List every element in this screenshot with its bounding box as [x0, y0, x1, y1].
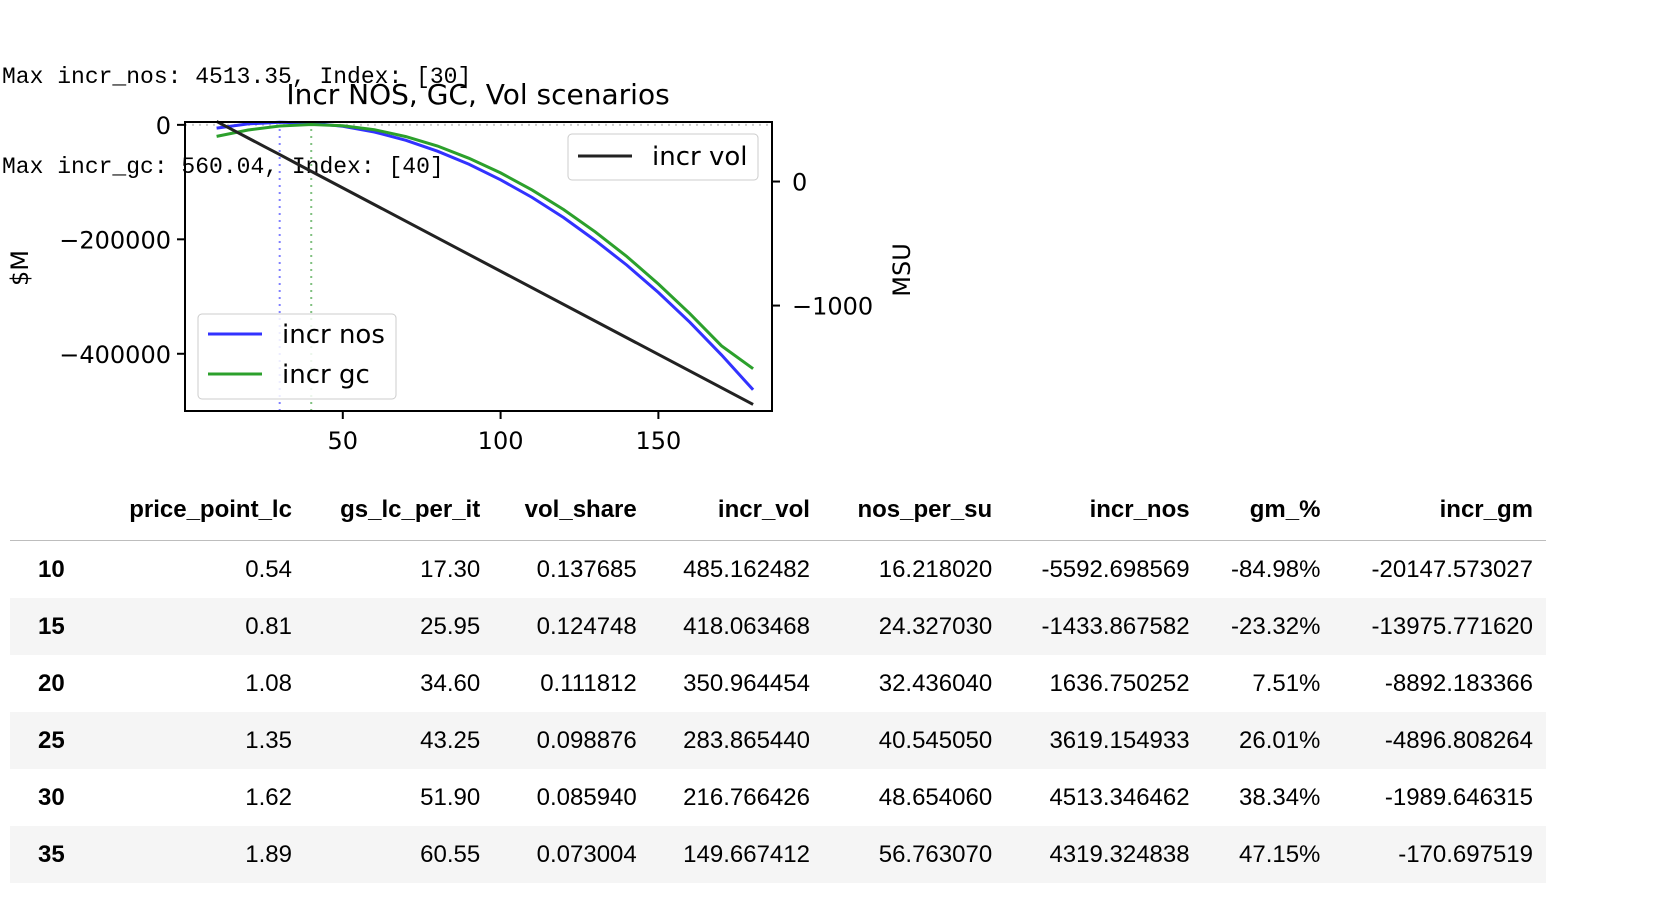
- cell-gs-lc-per-it: 17.30: [420, 555, 481, 583]
- y2-tick-label: −1000: [792, 293, 873, 321]
- series-line-incr-vol: [215, 120, 754, 406]
- x-tick-label: 150: [635, 427, 681, 455]
- table-row: 10 0.54 17.30 0.137685 485.162482 16.218…: [10, 541, 1546, 599]
- legend-left: incr nos incr gc: [197, 313, 397, 400]
- cell-gm-pct: 26.01%: [1239, 726, 1321, 754]
- cell-incr-vol: 216.766426: [683, 783, 810, 811]
- cell-vol-share: 0.124748: [536, 612, 637, 640]
- cell-incr-nos: 1636.750252: [1049, 669, 1190, 697]
- cell-vol-share: 0.085940: [536, 783, 637, 811]
- y2-axis-label: MSU: [888, 243, 916, 297]
- cell-incr-nos: 4513.346462: [1049, 783, 1190, 811]
- cell-incr-nos: -5592.698569: [1041, 555, 1190, 583]
- y2-tick-label: 0: [792, 169, 807, 197]
- series-line-incr-gc: [216, 122, 754, 370]
- cell-incr-gm: -13975.771620: [1371, 612, 1533, 640]
- output-line: Max incr_nos: 4513.35, Index: [30]: [2, 64, 472, 90]
- plot-frame: [184, 121, 773, 412]
- cell-nos-per-su: 56.763070: [878, 840, 993, 868]
- table-row: 15 0.81 25.95 0.124748 418.063468 24.327…: [10, 598, 1546, 655]
- x-tick-label: 100: [478, 427, 524, 455]
- cell-gm-pct: 38.34%: [1239, 783, 1321, 811]
- cell-price-point-lc: 1.89: [245, 840, 292, 868]
- y-tick-label: −200000: [59, 226, 171, 254]
- cell-vol-share: 0.137685: [536, 555, 637, 583]
- cell-gm-pct: -84.98%: [1231, 555, 1321, 583]
- dataframe-table: price_point_lc gs_lc_per_it vol_share in…: [10, 480, 1546, 883]
- table-row: 30 1.62 51.90 0.085940 216.766426 48.654…: [10, 769, 1546, 826]
- cell-incr-gm: -4896.808264: [1384, 726, 1533, 754]
- table-row: 20 1.08 34.60 0.111812 350.964454 32.436…: [10, 655, 1546, 712]
- row-index: 25: [38, 726, 65, 754]
- cell-incr-gm: -8892.183366: [1384, 669, 1533, 697]
- cell-incr-gm: -170.697519: [1398, 840, 1533, 868]
- cell-price-point-lc: 0.81: [245, 612, 292, 640]
- line-chart: Incr NOS, GC, Vol scenarios $M MSU 50 100…: [6, 78, 916, 455]
- column-header-index: [10, 480, 91, 541]
- cell-gs-lc-per-it: 34.60: [420, 669, 481, 697]
- cell-vol-share: 0.073004: [536, 840, 637, 868]
- column-header-incr-nos: incr_nos: [1005, 480, 1203, 541]
- cell-incr-gm: -1989.646315: [1384, 783, 1533, 811]
- legend-label-incr-gc: incr gc: [282, 360, 370, 390]
- cell-nos-per-su: 16.218020: [878, 555, 993, 583]
- cell-incr-vol: 350.964454: [683, 669, 810, 697]
- column-header-incr-vol: incr_vol: [649, 480, 823, 541]
- legend-label-incr-nos: incr nos: [282, 320, 385, 350]
- cell-nos-per-su: 32.436040: [878, 669, 993, 697]
- cell-incr-nos: 4319.324838: [1049, 840, 1190, 868]
- cell-price-point-lc: 1.62: [245, 783, 292, 811]
- cell-incr-vol: 485.162482: [683, 555, 810, 583]
- axis-layer: 50 100 150 0 −200000 −400000 0 −1000: [59, 112, 873, 455]
- cell-incr-nos: -1433.867582: [1041, 612, 1190, 640]
- cell-price-point-lc: 1.08: [245, 669, 292, 697]
- row-index: 35: [38, 840, 65, 868]
- y-axis-label: $M: [6, 250, 34, 286]
- table-row: 35 1.89 60.55 0.073004 149.667412 56.763…: [10, 826, 1546, 883]
- column-header-gs-lc-per-it: gs_lc_per_it: [304, 480, 494, 541]
- column-header-nos-per-su: nos_per_su: [822, 480, 1006, 541]
- row-index: 30: [38, 783, 65, 811]
- cell-gm-pct: 47.15%: [1239, 840, 1321, 868]
- cell-nos-per-su: 48.654060: [878, 783, 993, 811]
- x-tick-label: 50: [328, 427, 359, 455]
- cell-nos-per-su: 40.545050: [878, 726, 993, 754]
- y-tick-label: −400000: [59, 341, 171, 369]
- legend-right: incr vol: [567, 133, 759, 181]
- legend-right-box: [567, 133, 759, 181]
- dataframe-output: price_point_lc gs_lc_per_it vol_share in…: [10, 480, 1546, 883]
- cell-price-point-lc: 1.35: [245, 726, 292, 754]
- cell-gs-lc-per-it: 60.55: [420, 840, 481, 868]
- y-tick-label: 0: [156, 112, 171, 140]
- row-index: 10: [38, 555, 65, 583]
- row-index: 15: [38, 612, 65, 640]
- table-row: 25 1.35 43.25 0.098876 283.865440 40.545…: [10, 712, 1546, 769]
- chart-title: Incr NOS, GC, Vol scenarios: [286, 78, 669, 111]
- column-header-gm-pct: gm_%: [1202, 480, 1334, 541]
- cell-incr-vol: 149.667412: [683, 840, 810, 868]
- cell-price-point-lc: 0.54: [245, 555, 292, 583]
- row-index: 20: [38, 669, 65, 697]
- column-header-vol-share: vol_share: [493, 480, 650, 541]
- cell-incr-vol: 283.865440: [683, 726, 810, 754]
- cell-incr-gm: -20147.573027: [1371, 555, 1533, 583]
- legend-label-incr-vol: incr vol: [652, 142, 747, 172]
- table-header-row: price_point_lc gs_lc_per_it vol_share in…: [10, 480, 1546, 541]
- column-header-incr-gm: incr_gm: [1333, 480, 1546, 541]
- column-header-price-point-lc: price_point_lc: [91, 480, 305, 541]
- cell-vol-share: 0.111812: [540, 669, 637, 697]
- cell-gm-pct: 7.51%: [1252, 669, 1321, 697]
- cell-gs-lc-per-it: 25.95: [420, 612, 481, 640]
- cell-gm-pct: -23.32%: [1231, 612, 1321, 640]
- cell-gs-lc-per-it: 43.25: [420, 726, 481, 754]
- cell-nos-per-su: 24.327030: [878, 612, 993, 640]
- cell-incr-vol: 418.063468: [683, 612, 810, 640]
- cell-vol-share: 0.098876: [536, 726, 637, 754]
- cell-incr-nos: 3619.154933: [1049, 726, 1190, 754]
- cell-gs-lc-per-it: 51.90: [420, 783, 481, 811]
